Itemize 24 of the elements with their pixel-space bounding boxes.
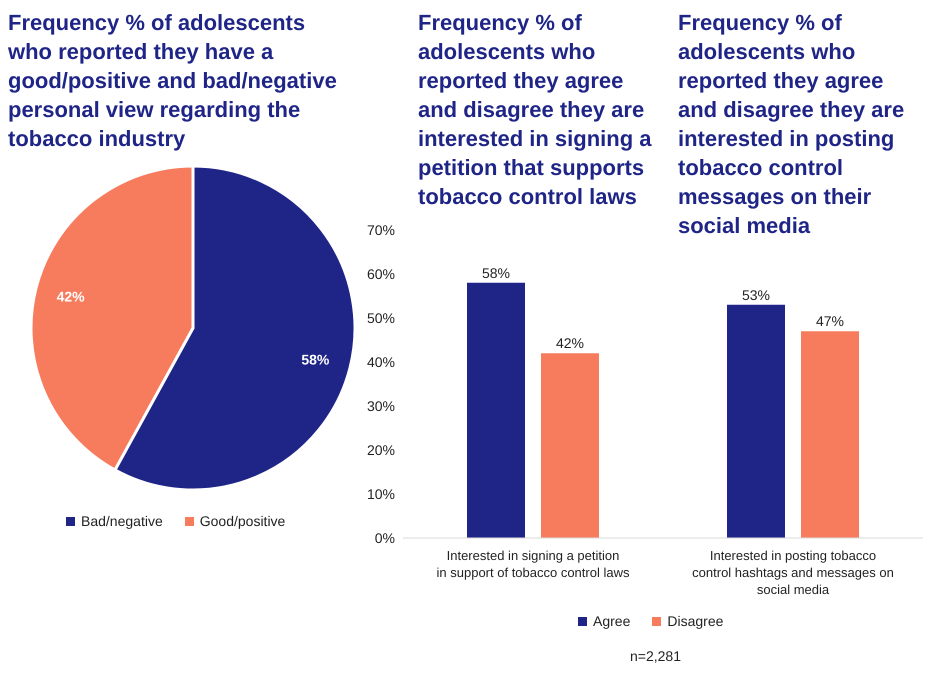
data-label: 53% bbox=[742, 286, 770, 303]
legend-label: Agree bbox=[592, 613, 630, 629]
data-label: 42% bbox=[56, 288, 86, 305]
legend-label: Good/positive bbox=[198, 513, 286, 529]
y-tick-label: 50% bbox=[366, 310, 395, 326]
y-tick-label: 40% bbox=[366, 354, 395, 370]
y-tick-label: 70% bbox=[366, 222, 395, 238]
y-tick-label: 0% bbox=[374, 530, 395, 546]
legend-label: Disagree bbox=[666, 613, 724, 629]
data-label: 58% bbox=[482, 264, 510, 281]
y-tick-label: 60% bbox=[366, 266, 395, 282]
legend-label: Bad/negative bbox=[80, 513, 163, 529]
chart-title: Frequency % of adolescents who reported they agree and disagree they are interested in signing a petition that supports tobacco control laws bbox=[418, 9, 653, 211]
y-tick-label: 10% bbox=[366, 486, 395, 502]
chart-title: Frequency % of adolescents who reported they agree and disagree they are interested in posting tobacco control messages on their social media bbox=[678, 9, 906, 238]
data-label: 47% bbox=[816, 313, 844, 330]
data-label: 58% bbox=[301, 351, 330, 368]
y-tick-label: 20% bbox=[366, 442, 395, 458]
x-tick-label: Interested in posting tobacco control hashtags and messages on social media bbox=[692, 548, 894, 597]
text: n=2,281 bbox=[630, 648, 681, 664]
x-tick-label: Interested in signing a petition in support of tobacco control laws bbox=[436, 548, 630, 580]
chart-title: Frequency % of adolescents who reported they have a good/positive and bad/negative personal view regarding the tobacco industry bbox=[8, 9, 338, 153]
data-label: 42% bbox=[556, 335, 584, 352]
y-tick-label: 30% bbox=[366, 398, 395, 414]
